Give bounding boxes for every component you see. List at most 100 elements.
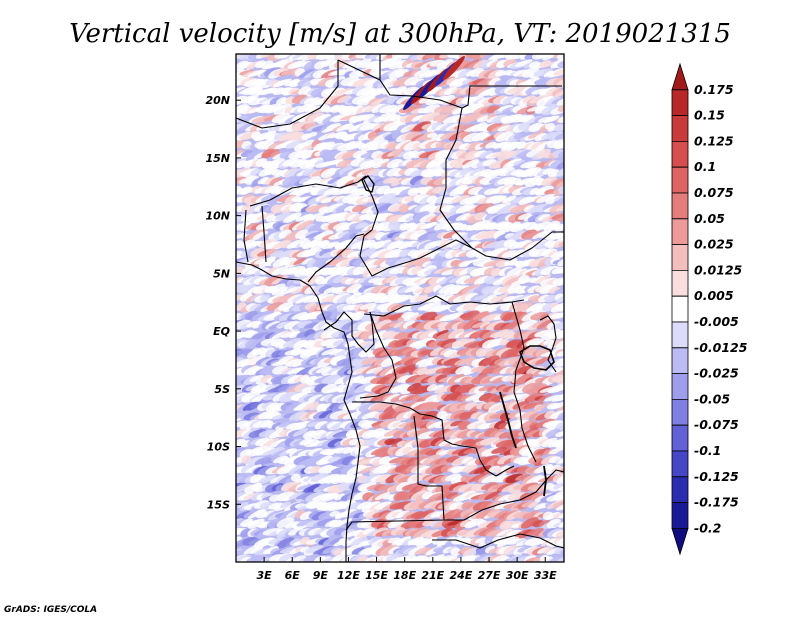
- field-cell: [429, 347, 445, 357]
- field-cell: [503, 258, 518, 266]
- field-cell: [398, 364, 416, 374]
- field-cell: [259, 131, 277, 141]
- field-cell: [343, 446, 358, 455]
- field-cell: [443, 55, 465, 81]
- field-cell: [498, 284, 514, 293]
- field-cell: [369, 123, 381, 130]
- field-cell: [307, 212, 325, 221]
- field-cell: [291, 121, 311, 132]
- field-cell: [439, 555, 454, 562]
- field-cell: [366, 358, 380, 364]
- field-cell: [502, 195, 517, 204]
- country-borders: [236, 54, 564, 562]
- field-cell: [490, 150, 509, 158]
- colorbar-label: 0.175: [694, 82, 734, 97]
- field-cell: [346, 366, 364, 375]
- field-cell: [440, 420, 455, 428]
- field-cell: [296, 484, 312, 491]
- field-cell: [535, 356, 552, 365]
- field-cell: [278, 122, 294, 132]
- x-tick-label: 6E: [285, 569, 301, 582]
- map-frame: [235, 53, 565, 563]
- field-cell: [543, 159, 556, 167]
- field-cell: [347, 167, 364, 176]
- field-cell: [447, 555, 458, 562]
- field-cell: [451, 195, 470, 203]
- field-cell: [403, 482, 423, 491]
- field-cell: [468, 472, 486, 483]
- field-cell: [555, 502, 564, 511]
- border-east-africa: [511, 301, 557, 463]
- field-cell: [410, 490, 428, 501]
- field-cell: [553, 483, 564, 490]
- field-cell: [497, 454, 515, 465]
- field-cell: [404, 113, 419, 123]
- field-cell: [520, 419, 537, 431]
- field-cell: [296, 519, 314, 527]
- field-cell: [479, 321, 491, 329]
- field-cell: [302, 401, 319, 411]
- field-cell: [320, 59, 338, 67]
- field-cell: [556, 54, 564, 60]
- field-cell: [326, 303, 342, 312]
- field-cell: [416, 367, 428, 374]
- field-cell: [335, 447, 352, 454]
- colorbar-label: -0.005: [694, 314, 739, 329]
- field-cell: [521, 410, 537, 419]
- field-cell: [286, 286, 304, 293]
- field-cell: [455, 203, 475, 214]
- lake-tanganyika: [499, 391, 517, 449]
- field-cell: [256, 212, 276, 221]
- field-cell: [486, 528, 503, 537]
- field-cell: [447, 519, 466, 526]
- colorbar-swatch: [671, 347, 689, 374]
- field-cell: [401, 347, 417, 355]
- field-cell: [524, 230, 544, 240]
- field-cell: [501, 69, 513, 76]
- field-cell: [475, 537, 486, 544]
- border-congo-gabon: [323, 311, 375, 353]
- field-cell: [534, 402, 554, 411]
- field-cell: [337, 518, 353, 527]
- field-cell: [304, 286, 317, 295]
- field-cell: [469, 241, 482, 248]
- colorbar-label: -0.025: [694, 366, 739, 381]
- colorbar-swatch: [671, 141, 689, 168]
- field-cell: [413, 528, 431, 539]
- field-cell: [557, 61, 564, 68]
- field-cell: [463, 319, 479, 330]
- field-cell: [355, 366, 372, 375]
- field-cell: [385, 275, 399, 283]
- field-cell: [276, 537, 295, 549]
- colorbar-swatch: [671, 295, 689, 323]
- field-cell: [236, 501, 247, 511]
- field-cell: [285, 140, 304, 149]
- x-tick-label: 15E: [365, 569, 388, 582]
- field-cell: [554, 196, 564, 202]
- field-cell: [513, 132, 525, 140]
- field-cell: [492, 438, 508, 445]
- field-cell: [327, 456, 341, 462]
- field-cell: [373, 464, 392, 474]
- field-cell: [528, 413, 540, 420]
- field-cell: [479, 150, 493, 159]
- field-cell: [449, 169, 464, 177]
- field-cell: [271, 286, 289, 296]
- field-cell: [266, 301, 284, 311]
- field-cell: [481, 474, 499, 484]
- field-cell: [367, 168, 380, 176]
- field-cell: [554, 215, 564, 223]
- field-cell: [556, 165, 564, 177]
- field-cell: [415, 473, 431, 481]
- field-cell: [293, 257, 307, 266]
- field-cell: [551, 266, 564, 275]
- field-cell: [308, 105, 322, 113]
- colorbar-label: -0.175: [694, 495, 739, 510]
- field-cell: [556, 194, 564, 204]
- field-cell: [255, 437, 270, 447]
- field-cell: [288, 330, 301, 339]
- border-chad-cameroon-car: [359, 179, 473, 277]
- field-cell: [507, 319, 523, 330]
- field-cell: [239, 69, 255, 76]
- x-tick-label: 18E: [393, 569, 416, 582]
